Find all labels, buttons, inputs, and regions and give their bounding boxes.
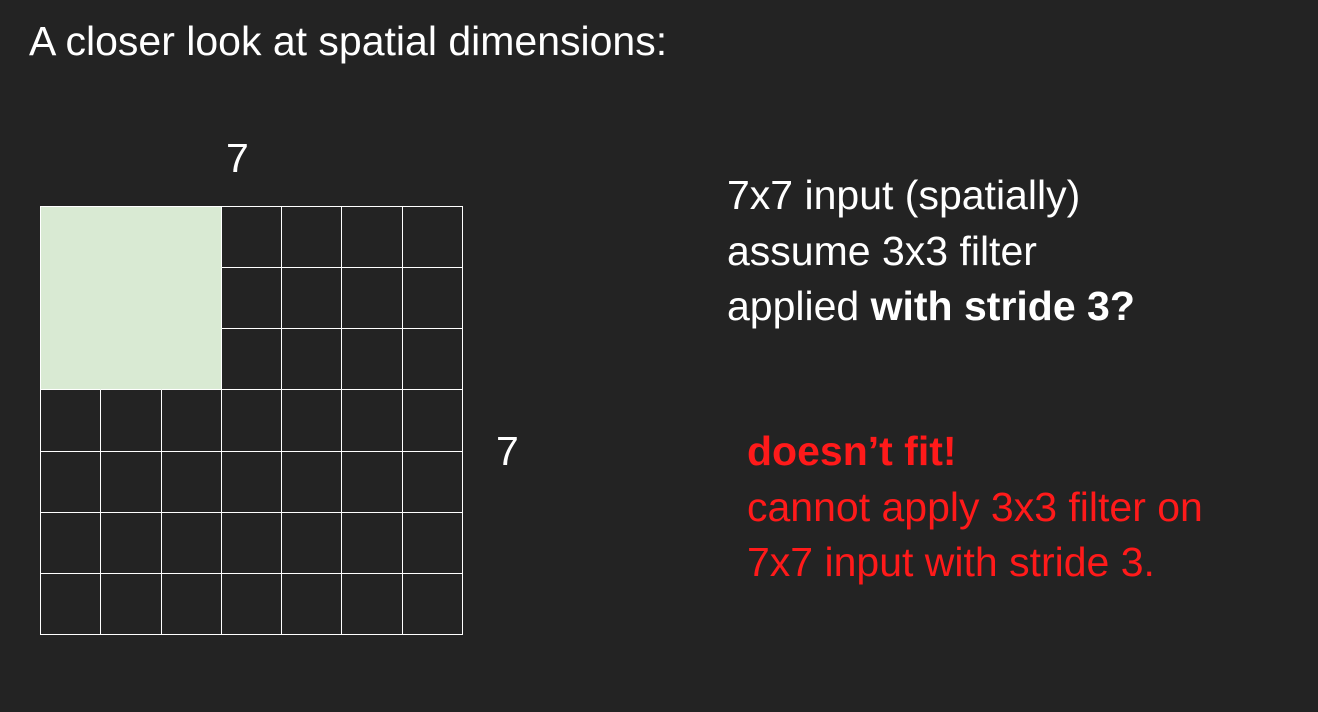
grid-cell [282, 512, 343, 574]
grid-cell [101, 390, 162, 452]
description-line-stride: applied with stride 3? [727, 279, 1135, 335]
grid-cell [221, 451, 283, 513]
filter-cell [41, 207, 102, 269]
filter-cell [161, 329, 222, 391]
grid-cell [221, 207, 283, 269]
slide-title: A closer look at spatial dimensions: [29, 18, 668, 64]
grid-cell [402, 512, 463, 574]
filter-cell [161, 207, 222, 269]
grid-cell [221, 268, 283, 330]
grid-cell [282, 451, 343, 513]
grid-cell [282, 390, 343, 452]
input-grid [40, 206, 463, 635]
grid-width-label: 7 [226, 135, 249, 181]
filter-cell [41, 329, 102, 391]
warning-line-1: cannot apply 3x3 filter on [747, 483, 1203, 530]
grid-cell [161, 390, 222, 452]
grid-cell [41, 512, 102, 574]
grid-cell [342, 268, 403, 330]
warning-title: doesn’t fit! [747, 428, 957, 474]
grid-cell [161, 573, 222, 635]
description-line-stride-prefix: applied [727, 283, 871, 329]
grid-cell [342, 390, 403, 452]
grid-cell [342, 329, 403, 391]
grid-cell [221, 390, 283, 452]
grid-cell [402, 329, 463, 391]
grid-cell [342, 512, 403, 574]
filter-cell [101, 268, 162, 330]
grid-cell [221, 329, 283, 391]
filter-cell [101, 207, 162, 269]
grid-height-label: 7 [496, 428, 519, 474]
grid-cell [282, 207, 343, 269]
grid-cell [402, 451, 463, 513]
grid-cell [342, 451, 403, 513]
grid-cell [161, 512, 222, 574]
grid-cell [101, 451, 162, 513]
filter-cell [41, 268, 102, 330]
warning-line-2: 7x7 input with stride 3. [747, 539, 1155, 585]
grid-cell [101, 573, 162, 635]
grid-cell [282, 268, 343, 330]
grid-cell [402, 573, 463, 635]
grid-cell [221, 573, 283, 635]
grid-cell [221, 512, 283, 574]
description-line-input: 7x7 input (spatially) [727, 172, 1081, 218]
grid-cell [342, 573, 403, 635]
filter-cell [101, 329, 162, 391]
description-text: 7x7 input (spatially) assume 3x3 filter … [727, 168, 1135, 335]
grid-cell [402, 390, 463, 452]
filter-cell [161, 268, 222, 330]
warning-text: doesn’t fit! cannot apply 3x3 filter on … [747, 424, 1203, 591]
grid-cell [282, 329, 343, 391]
grid-cell [402, 207, 463, 269]
grid-cell [282, 573, 343, 635]
grid-cell [342, 207, 403, 269]
grid-cell [161, 451, 222, 513]
grid-cell [41, 573, 102, 635]
grid-cell [402, 268, 463, 330]
grid-cell [41, 451, 102, 513]
grid-cell [101, 512, 162, 574]
grid-cell [41, 390, 102, 452]
description-line-filter: assume 3x3 filter [727, 227, 1037, 274]
description-line-stride-bold: with stride 3? [870, 283, 1135, 329]
